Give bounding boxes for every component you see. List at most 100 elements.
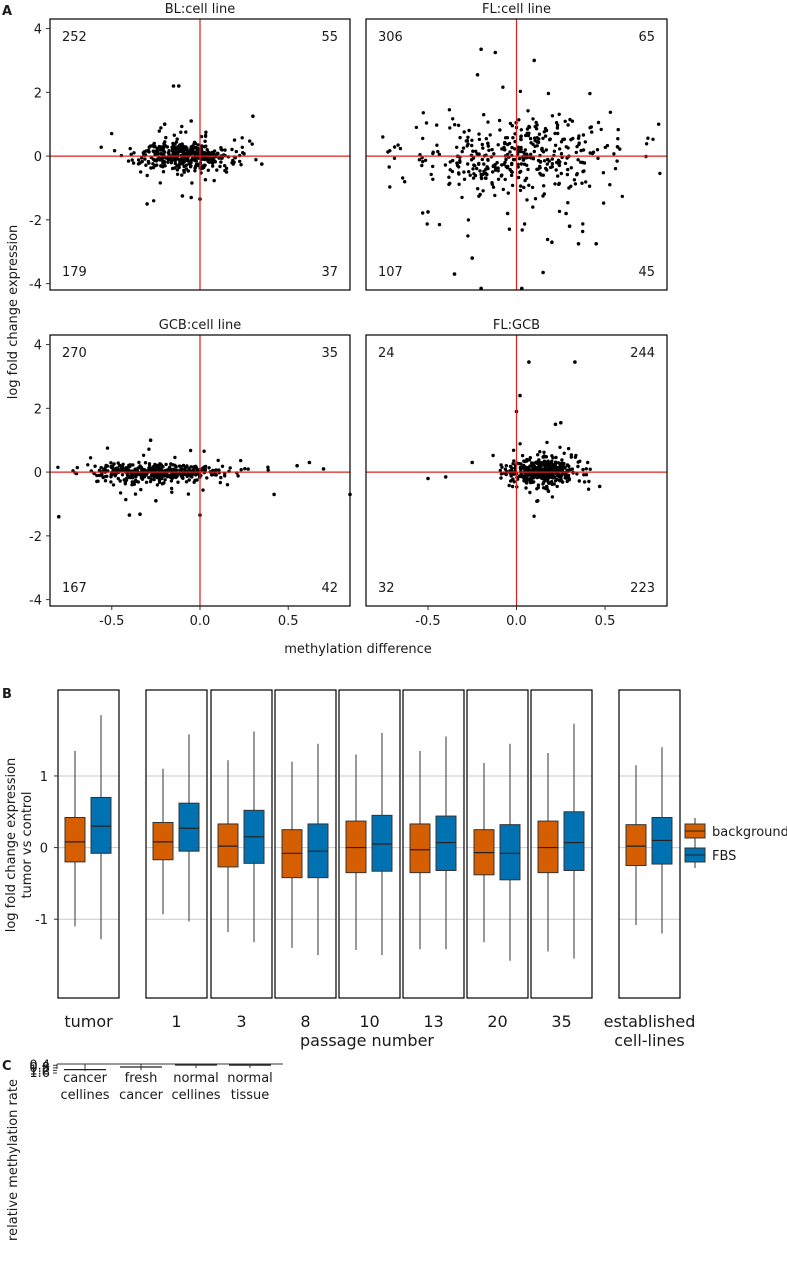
data-point: [519, 128, 523, 132]
scatter-points: [381, 47, 662, 291]
data-point: [500, 465, 504, 469]
data-point: [550, 480, 554, 484]
data-point: [536, 167, 540, 171]
box-group: 1: [145, 689, 208, 1031]
methylation-box: normal tissue: [227, 1064, 273, 1103]
data-point: [460, 149, 464, 154]
data-point: [477, 161, 481, 166]
data-point: [581, 148, 586, 152]
data-point: [190, 149, 194, 153]
data-point: [553, 143, 558, 147]
data-point: [472, 172, 476, 176]
data-point: [533, 136, 537, 140]
data-point: [118, 479, 122, 483]
outlier-point: [479, 47, 483, 52]
data-point: [533, 144, 537, 148]
legend-label: background: [712, 825, 787, 840]
data-point: [483, 176, 488, 180]
data-point: [147, 145, 151, 149]
data-point: [481, 146, 485, 150]
data-point: [133, 492, 138, 496]
data-point: [425, 222, 429, 226]
data-point: [646, 136, 650, 140]
data-point: [569, 138, 573, 142]
data-point: [148, 465, 152, 470]
y-tick-label: 1.2: [29, 1063, 50, 1078]
data-point: [168, 465, 172, 469]
data-point: [528, 490, 532, 495]
data-point: [540, 148, 544, 153]
data-point: [513, 147, 517, 151]
count-bottom-right: 223: [630, 581, 655, 596]
legend: background FBS: [684, 818, 787, 868]
data-point: [542, 450, 546, 454]
data-point: [152, 199, 156, 203]
data-point: [204, 130, 208, 134]
data-point: [155, 163, 159, 167]
data-point: [120, 473, 125, 477]
data-point: [538, 475, 543, 480]
data-point: [139, 465, 144, 470]
outlier-point: [426, 210, 430, 214]
data-point: [608, 183, 612, 187]
data-point: [558, 466, 563, 470]
data-point: [596, 156, 600, 160]
group-label: established: [604, 1012, 696, 1031]
data-point: [202, 465, 206, 469]
category-label: normal: [173, 1071, 219, 1086]
data-point: [461, 146, 466, 150]
data-point: [236, 474, 240, 478]
data-point: [510, 145, 514, 150]
data-point: [471, 176, 476, 180]
data-point: [566, 123, 570, 127]
data-point: [564, 145, 568, 149]
data-point: [186, 151, 190, 156]
data-point: [557, 181, 561, 186]
data-point: [532, 514, 536, 518]
group-frame: [274, 689, 337, 999]
data-point: [519, 134, 523, 139]
data-point: [490, 181, 494, 185]
data-point: [576, 464, 580, 469]
data-point: [158, 148, 163, 152]
data-point: [507, 141, 512, 146]
data-point: [532, 149, 536, 154]
data-point: [580, 181, 584, 185]
count-top-left: 270: [62, 346, 87, 361]
data-point: [596, 120, 601, 125]
data-point: [545, 485, 549, 489]
data-point: [586, 487, 591, 491]
data-point: [511, 448, 516, 452]
data-point: [565, 156, 569, 160]
data-point: [512, 480, 516, 484]
data-point: [582, 480, 587, 484]
box-group: 8: [274, 689, 337, 1031]
category-label: cancer: [119, 1088, 163, 1103]
data-point: [541, 194, 545, 198]
data-point: [565, 479, 569, 484]
data-point: [164, 472, 169, 476]
y-tick-label: 4: [34, 339, 42, 354]
data-point: [148, 479, 153, 484]
data-point: [210, 150, 214, 155]
data-point: [481, 172, 485, 177]
data-point: [97, 473, 102, 478]
data-point: [503, 136, 508, 140]
data-point: [181, 463, 186, 468]
box-background: [625, 824, 647, 866]
outlier-point: [470, 460, 475, 465]
outlier-point: [57, 514, 61, 519]
data-point: [172, 133, 176, 137]
methylation-box: normal cellines: [172, 1064, 221, 1103]
data-point: [190, 472, 195, 477]
data-point: [477, 137, 482, 142]
data-point: [147, 161, 151, 165]
data-point: [532, 480, 536, 484]
outlier-point: [479, 286, 483, 291]
data-point: [214, 468, 218, 472]
data-point: [132, 480, 136, 484]
data-point: [546, 91, 551, 96]
data-point: [522, 222, 527, 226]
data-point: [173, 142, 177, 146]
data-point: [519, 169, 523, 174]
